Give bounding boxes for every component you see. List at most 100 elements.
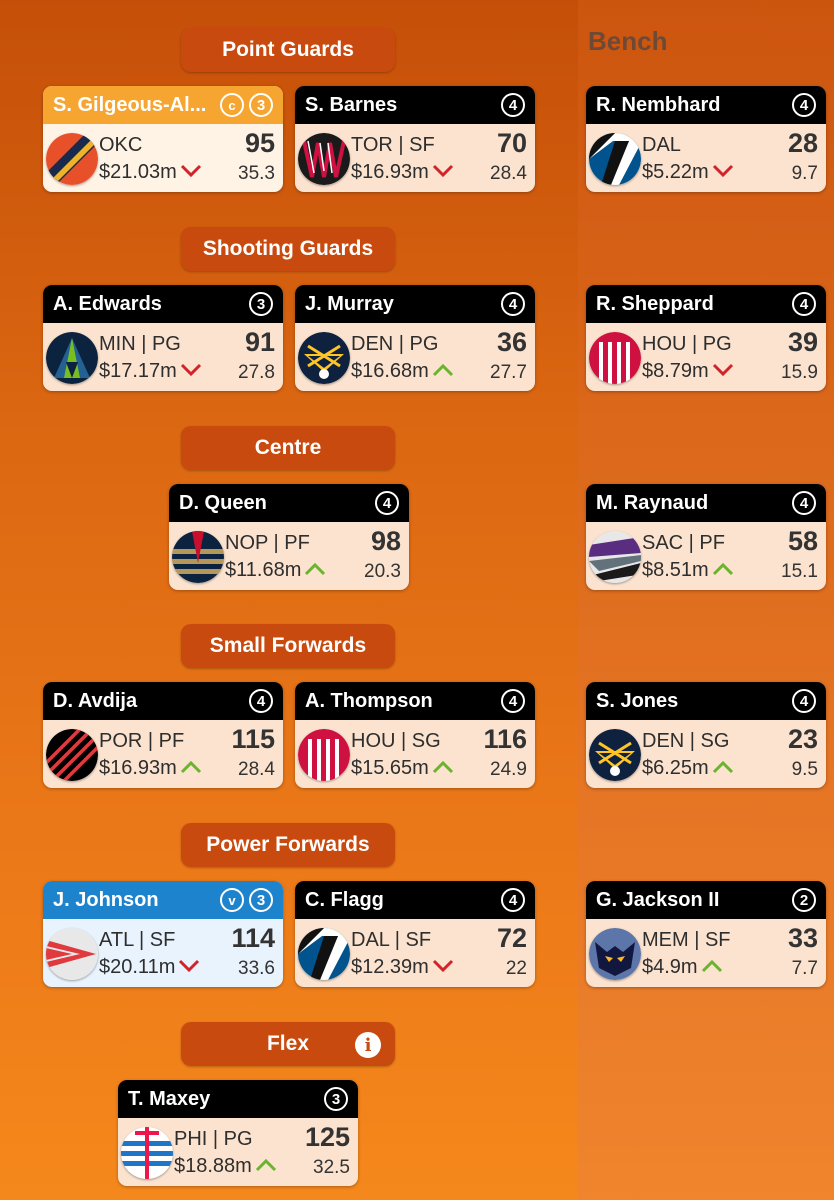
- player-score: 36: [496, 327, 527, 357]
- bench-player-card[interactable]: R. Nembhard 4 DAL $5.22m 28 9.7: [586, 86, 826, 192]
- player-price: $21.03m: [99, 161, 177, 183]
- player-card-header: S. Jones 4: [586, 682, 826, 720]
- nop-team-logo-icon: [172, 531, 224, 583]
- player-price: $16.93m: [99, 757, 177, 779]
- player-score: 114: [231, 923, 275, 953]
- player-score: 58: [787, 526, 818, 556]
- player-average: 15.9: [781, 362, 818, 383]
- starter-player-card[interactable]: J. Johnson v 3 ATL | SF $20.11m 114 33.6: [43, 881, 283, 987]
- player-team-position: MEM | SF: [642, 929, 731, 951]
- player-average: 24.9: [490, 759, 527, 780]
- player-score: 91: [244, 327, 275, 357]
- player-card-header: A. Thompson 4: [295, 682, 535, 720]
- player-name: M. Raynaud: [596, 491, 709, 514]
- player-price-row: $20.11m: [99, 956, 200, 979]
- player-card-body: MEM | SF $4.9m 33 7.7: [586, 919, 826, 987]
- captain-badge: c: [220, 93, 244, 117]
- price-up-arrow-icon: [429, 757, 454, 780]
- starter-player-card[interactable]: D. Queen 4 NOP | PF $11.68m 98 20.3: [169, 484, 409, 590]
- games-count-badge: 4: [501, 93, 525, 117]
- bench-player-card[interactable]: G. Jackson II 2 MEM | SF $4.9m 33 7.7: [586, 881, 826, 987]
- player-card-header: A. Edwards 3: [43, 285, 283, 323]
- starter-player-card[interactable]: S. Barnes 4 TOR | SF $16.93m 70 28.4: [295, 86, 535, 192]
- player-price: $16.68m: [351, 360, 429, 382]
- info-icon[interactable]: i: [355, 1032, 381, 1058]
- price-down-arrow-icon: [429, 956, 454, 979]
- player-score: 95: [244, 128, 275, 158]
- atl-team-logo-icon: [46, 928, 98, 980]
- player-name: J. Johnson: [53, 888, 159, 911]
- games-count-badge: 4: [501, 689, 525, 713]
- section-small-forwards: Small Forwards: [181, 624, 395, 668]
- player-card-header: M. Raynaud 4: [586, 484, 826, 522]
- player-card-body: MIN | PG $17.17m 91 27.8: [43, 323, 283, 391]
- player-name: R. Sheppard: [596, 292, 714, 315]
- games-count-badge: 4: [501, 292, 525, 316]
- player-card-body: DAL | SF $12.39m 72 22: [295, 919, 535, 987]
- player-team-position: PHI | PG: [174, 1128, 253, 1150]
- price-up-arrow-icon: [709, 559, 734, 582]
- games-count-badge: 3: [249, 292, 273, 316]
- player-card-body: HOU | PG $8.79m 39 15.9: [586, 323, 826, 391]
- player-card-header: D. Queen 4: [169, 484, 409, 522]
- bench-player-card[interactable]: R. Sheppard 4 HOU | PG $8.79m 39 15.9: [586, 285, 826, 391]
- player-card-body: DAL $5.22m 28 9.7: [586, 124, 826, 192]
- price-up-arrow-icon: [709, 757, 734, 780]
- price-down-arrow-icon: [177, 161, 202, 184]
- games-count-badge: 4: [792, 689, 816, 713]
- price-up-arrow-icon: [177, 757, 202, 780]
- player-card-header: S. Barnes 4: [295, 86, 535, 124]
- player-price-row: $21.03m: [99, 161, 202, 184]
- phi-team-logo-icon: [121, 1127, 173, 1179]
- player-team-position: SAC | PF: [642, 532, 725, 554]
- player-card-body: NOP | PF $11.68m 98 20.3: [169, 522, 409, 590]
- player-card-header: T. Maxey 3: [118, 1080, 358, 1118]
- player-price: $12.39m: [351, 956, 429, 978]
- player-price: $11.68m: [225, 559, 302, 581]
- starter-player-card[interactable]: C. Flagg 4 DAL | SF $12.39m 72 22: [295, 881, 535, 987]
- min-team-logo-icon: [46, 332, 98, 384]
- player-average: 35.3: [238, 163, 275, 184]
- player-average: 27.8: [238, 362, 275, 383]
- starter-player-card[interactable]: A. Edwards 3 MIN | PG $17.17m 91 27.8: [43, 285, 283, 391]
- player-card-body: PHI | PG $18.88m 125 32.5: [118, 1118, 358, 1186]
- player-price-row: $5.22m: [642, 161, 734, 184]
- player-price: $5.22m: [642, 161, 709, 183]
- bench-title: Bench: [588, 26, 668, 56]
- dal-team-logo-icon: [589, 133, 641, 185]
- starter-player-card[interactable]: S. Gilgeous-Al... c 3 OKC $21.03m 95 35.3: [43, 86, 283, 192]
- player-average: 9.7: [791, 163, 818, 184]
- player-price-row: $8.79m: [642, 360, 734, 383]
- player-score: 33: [787, 923, 818, 953]
- dal-team-logo-icon: [298, 928, 350, 980]
- player-name: C. Flagg: [305, 888, 384, 911]
- player-price: $18.88m: [174, 1155, 252, 1177]
- games-count-badge: 2: [792, 888, 816, 912]
- player-card-body: ATL | SF $20.11m 114 33.6: [43, 919, 283, 987]
- starter-player-card[interactable]: A. Thompson 4 HOU | SG $15.65m 116 24.9: [295, 682, 535, 788]
- player-score: 70: [496, 128, 527, 158]
- starter-player-card[interactable]: D. Avdija 4 POR | PF $16.93m 115 28.4: [43, 682, 283, 788]
- okc-team-logo-icon: [46, 133, 98, 185]
- sac-team-logo-icon: [589, 531, 641, 583]
- starter-player-card[interactable]: T. Maxey 3 PHI | PG $18.88m 125 32.5: [118, 1080, 358, 1186]
- section-power-forwards: Power Forwards: [181, 823, 395, 867]
- bench-player-card[interactable]: M. Raynaud 4 SAC | PF $8.51m 58 15.1: [586, 484, 826, 590]
- player-name: S. Barnes: [305, 93, 398, 116]
- bench-player-card[interactable]: S. Jones 4 DEN | SG $6.25m 23 9.5: [586, 682, 826, 788]
- player-price: $8.79m: [642, 360, 709, 382]
- price-down-arrow-icon: [709, 360, 734, 383]
- player-price-row: $17.17m: [99, 360, 202, 383]
- player-team-position: OKC: [99, 134, 143, 156]
- player-score: 116: [483, 724, 527, 754]
- player-card-header: J. Johnson v 3: [43, 881, 283, 919]
- player-price-row: $8.51m: [642, 559, 734, 582]
- player-name: J. Murray: [305, 292, 394, 315]
- player-card-header: J. Murray 4: [295, 285, 535, 323]
- player-name: S. Jones: [596, 689, 679, 712]
- player-team-position: DEN | PG: [351, 333, 439, 355]
- player-card-body: POR | PF $16.93m 115 28.4: [43, 720, 283, 788]
- price-down-arrow-icon: [709, 161, 734, 184]
- player-name: D. Queen: [179, 491, 267, 514]
- starter-player-card[interactable]: J. Murray 4 DEN | PG $16.68m 36 27.7: [295, 285, 535, 391]
